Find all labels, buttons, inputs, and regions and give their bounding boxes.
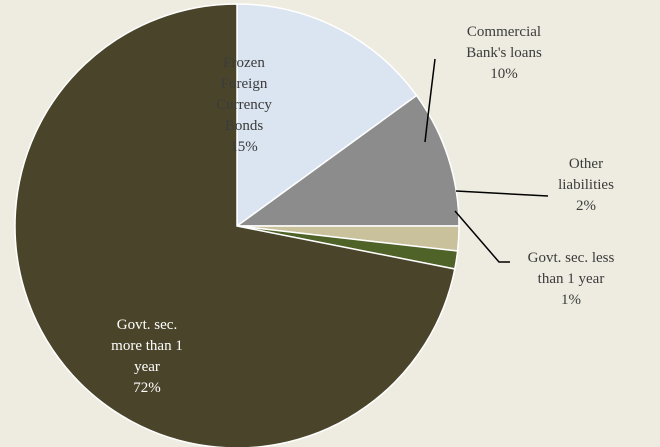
slice-label-3: Other liabilities 2% [558, 156, 614, 214]
slice-label-line: Currency [216, 97, 272, 113]
leader-line-4 [454, 210, 510, 263]
pie-slice-1 [236, 3, 418, 228]
slice-label-line: 1% [561, 292, 581, 308]
slice-label-line: Commercial [467, 24, 541, 40]
slice-label-2: Commercial Bank's loans 10% [466, 24, 542, 82]
pie-slice-2 [234, 94, 460, 227]
pie-slice-5 [14, 3, 456, 447]
slice-label-line: Other [569, 156, 603, 172]
slice-label-line: 15% [230, 139, 258, 155]
slice-label-line: Govt. sec. [117, 317, 177, 333]
slice-label-4: Govt. sec. less than 1 year 1% [528, 250, 615, 308]
leader-line-3 [455, 190, 549, 197]
slice-label-5: Govt. sec. more than 1 year 72% [111, 317, 183, 396]
slice-label-line: 72% [133, 380, 161, 396]
slice-label-line: Bank's loans [466, 45, 542, 61]
slice-label-line: than 1 year [538, 271, 605, 287]
slice-label-line: Foreign [221, 76, 268, 92]
slice-label-line: 2% [576, 198, 596, 214]
slice-label-line: year [134, 359, 160, 375]
slice-label-1: Frozen Foreign Currency Bonds 15% [216, 55, 272, 155]
slice-label-line: more than 1 [111, 338, 183, 354]
slice-label-line: Bonds [225, 118, 264, 134]
slice-label-line: 10% [490, 66, 518, 82]
slice-label-line: Govt. sec. less [528, 250, 615, 266]
slice-label-line: Frozen [223, 55, 265, 71]
slice-label-line: liabilities [558, 177, 614, 193]
leader-line-2 [424, 58, 436, 143]
